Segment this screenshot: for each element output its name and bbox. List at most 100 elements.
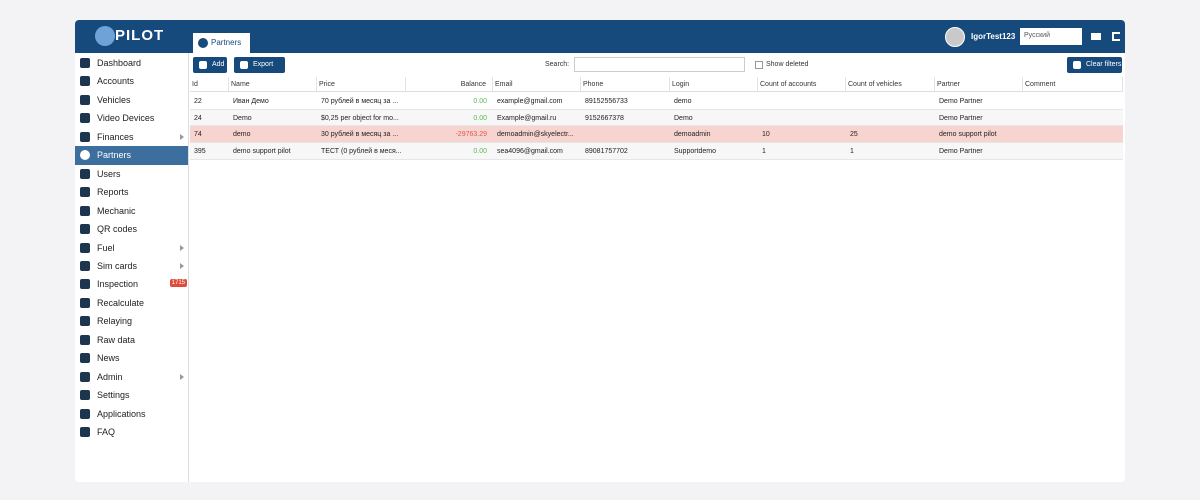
- menu-label: FAQ: [97, 427, 116, 437]
- table-row[interactable]: [190, 93, 1123, 110]
- submenu-arrow: [180, 373, 184, 380]
- column-header[interactable]: Count of vehicles: [846, 77, 935, 92]
- table-cell: Demo Partner: [939, 98, 983, 105]
- menu-item[interactable]: Fuel: [75, 239, 188, 257]
- table-row[interactable]: [190, 109, 1123, 127]
- avatar[interactable]: [945, 27, 965, 47]
- checkbox[interactable]: [755, 61, 763, 69]
- menu-icon: [80, 334, 90, 345]
- table-cell: 0.00: [473, 98, 487, 105]
- menu-label: Vehicles: [97, 94, 131, 105]
- menu-label: Inspection: [97, 279, 139, 290]
- menu-item[interactable]: Sim cards: [75, 257, 188, 275]
- menu-label: Finances: [97, 131, 134, 142]
- tab-icon: [198, 38, 208, 48]
- menu-label: QR codes: [97, 224, 138, 235]
- menu-label: Settings: [97, 390, 130, 401]
- table-cell: demoadmin: [674, 131, 711, 139]
- menu-icon: [80, 353, 90, 364]
- table-cell: 30 рублей в месяц за ...: [321, 131, 399, 139]
- menu-label: Admin: [97, 371, 123, 382]
- submenu-arrow: [180, 133, 184, 140]
- menu-label: Partners: [97, 150, 132, 161]
- menu-item[interactable]: Reports: [75, 183, 188, 201]
- header: PILOT Partners IgorTest123 Русский: [75, 20, 1125, 53]
- table-cell: Supportdemo: [674, 148, 717, 156]
- column-header[interactable]: Id: [190, 77, 229, 92]
- column-header[interactable]: Partner: [935, 77, 1023, 92]
- search-input[interactable]: [574, 57, 745, 72]
- menu-item[interactable]: FAQ: [75, 423, 188, 441]
- language-select[interactable]: Русский: [1020, 28, 1082, 45]
- column-header[interactable]: Count of accounts: [758, 77, 846, 92]
- table-cell: Example@gmail.ru: [497, 114, 557, 122]
- table-cell: Demo Partner: [939, 114, 983, 122]
- table-cell: 24: [194, 114, 202, 122]
- menu-item[interactable]: QR codes: [75, 220, 188, 238]
- column-header[interactable]: Email: [493, 77, 581, 92]
- menu-item[interactable]: Partners: [75, 146, 188, 165]
- tab[interactable]: Partners: [193, 33, 250, 53]
- menu-item[interactable]: News: [75, 349, 188, 367]
- column-header[interactable]: Price: [317, 77, 406, 92]
- menu-label: Video Devices: [97, 113, 155, 124]
- menu-item[interactable]: Finances: [75, 128, 188, 146]
- app-window: PILOT Partners IgorTest123 Русский Dashb…: [75, 20, 1125, 482]
- column-header[interactable]: Balance: [406, 77, 493, 92]
- column-header[interactable]: Comment: [1023, 77, 1123, 92]
- table-cell: 9152667378: [585, 114, 624, 122]
- menu-item[interactable]: Video Devices: [75, 109, 188, 127]
- table-row[interactable]: [190, 126, 1123, 143]
- keyboard-icon[interactable]: [1091, 33, 1101, 40]
- menu-icon: [80, 131, 90, 142]
- table-cell: 89081757702: [585, 148, 628, 156]
- menu-icon: [80, 205, 90, 216]
- menu-label: Recalculate: [97, 297, 145, 308]
- table-cell: demo support pilot: [233, 148, 291, 156]
- menu-label: Raw data: [97, 334, 136, 345]
- menu-item[interactable]: Users: [75, 165, 188, 183]
- table-cell: 22: [194, 98, 202, 105]
- menu-item[interactable]: Inspection 1715: [75, 275, 188, 293]
- badge: 1715: [169, 279, 187, 288]
- table-cell: 74: [194, 131, 202, 139]
- menu-item[interactable]: Vehicles: [75, 91, 188, 109]
- table-cell: 395: [194, 148, 206, 156]
- menu-icon: [80, 58, 90, 68]
- table-cell: demo support pilot: [939, 131, 997, 139]
- column-header[interactable]: Name: [229, 77, 317, 92]
- clear-filters-button[interactable]: Clear filters: [1067, 57, 1122, 73]
- menu-label: Sim cards: [97, 260, 138, 271]
- menu-item[interactable]: Settings: [75, 386, 188, 404]
- menu-item[interactable]: Dashboard: [75, 54, 188, 72]
- column-header[interactable]: Phone: [581, 77, 670, 92]
- menu-label: Fuel: [97, 242, 115, 253]
- export-button[interactable]: Export: [234, 57, 285, 73]
- table-row[interactable]: [190, 143, 1123, 160]
- column-header[interactable]: Login: [670, 77, 758, 92]
- submenu-arrow: [180, 262, 184, 269]
- logo: PILOT: [115, 27, 165, 44]
- user-name[interactable]: IgorTest123: [971, 32, 1016, 41]
- menu-item[interactable]: Recalculate: [75, 294, 188, 312]
- menu-item[interactable]: Relaying: [75, 312, 188, 330]
- clear-filters-label: Clear filters: [1086, 61, 1122, 68]
- menu-item[interactable]: Applications: [75, 405, 188, 423]
- menu-icon: [80, 371, 90, 382]
- logout-icon[interactable]: [1112, 32, 1120, 41]
- table-cell: 0.00: [473, 148, 487, 156]
- menu-item[interactable]: Accounts: [75, 72, 188, 90]
- menu-icon: [80, 113, 90, 124]
- menu-item[interactable]: Mechanic: [75, 202, 188, 220]
- menu-item[interactable]: Admin: [75, 368, 188, 386]
- tab-label: Partners: [211, 38, 242, 47]
- menu-icon: [80, 279, 90, 290]
- add-button[interactable]: Add: [193, 57, 227, 73]
- menu-label: Mechanic: [97, 205, 136, 216]
- menu-icon: [80, 316, 90, 327]
- menu-item[interactable]: Raw data: [75, 331, 188, 349]
- menu-icon: [80, 94, 90, 105]
- table-cell: $0,25 per object for mo...: [321, 114, 399, 122]
- export-label: Export: [253, 61, 274, 68]
